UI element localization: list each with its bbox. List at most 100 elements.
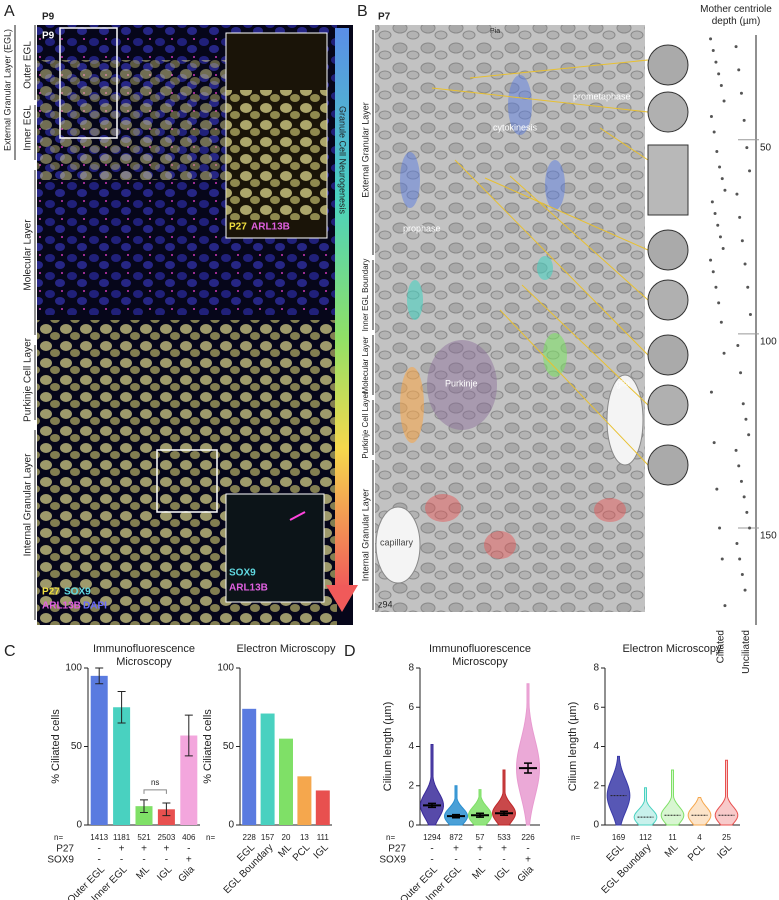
y-axis-label: Cilium length (µm) bbox=[382, 702, 394, 791]
n-value: 111 bbox=[317, 833, 330, 842]
y-tick-label: 4 bbox=[408, 741, 414, 752]
capillary bbox=[606, 374, 644, 466]
swarm bbox=[443, 785, 469, 826]
cell-overlay bbox=[508, 75, 532, 135]
phase-label: prometaphase bbox=[573, 91, 631, 101]
bar bbox=[315, 790, 330, 825]
depth-point bbox=[709, 258, 713, 262]
depth-point bbox=[723, 604, 727, 608]
error-bar bbox=[428, 802, 436, 809]
panel-label: D bbox=[344, 643, 356, 660]
depth-point bbox=[714, 285, 718, 289]
zoom-circle bbox=[647, 279, 689, 321]
connector bbox=[484, 177, 649, 251]
depth-point bbox=[713, 212, 717, 216]
depth-point bbox=[721, 246, 725, 250]
n-value: 226 bbox=[521, 833, 535, 842]
depth-point bbox=[738, 557, 742, 561]
depth-point bbox=[722, 351, 726, 355]
depth-point bbox=[719, 83, 723, 87]
error-bar bbox=[500, 810, 508, 816]
zoom-box bbox=[647, 144, 689, 216]
n-value: 169 bbox=[612, 833, 626, 842]
y-tick-label: 0 bbox=[408, 820, 414, 831]
stage: P7 bbox=[378, 12, 391, 23]
y-axis-label: % Ciliated cells bbox=[202, 709, 214, 784]
factor-name: SOX9 bbox=[47, 855, 74, 866]
factor-value: + bbox=[186, 855, 192, 866]
bar bbox=[90, 675, 108, 825]
y-tick-label: 150 bbox=[760, 531, 777, 542]
micrograph-region bbox=[37, 60, 227, 180]
zoom-circle bbox=[647, 384, 689, 426]
connector bbox=[599, 127, 649, 161]
y-tick-label: 0 bbox=[593, 820, 599, 831]
factor-value: + bbox=[525, 855, 531, 866]
depth-point bbox=[715, 149, 719, 153]
depth-point bbox=[720, 557, 724, 561]
chart-title: Mother centriole depth (µm) bbox=[700, 4, 772, 27]
inset bbox=[225, 493, 325, 603]
cell-overlay bbox=[594, 498, 626, 522]
factor-value: - bbox=[165, 855, 168, 866]
violin bbox=[687, 797, 712, 826]
legend-stain: ARL13B bbox=[42, 601, 81, 612]
bar bbox=[180, 735, 198, 825]
factor-value: - bbox=[120, 855, 123, 866]
zoom-circle bbox=[647, 91, 689, 133]
cell-overlay bbox=[400, 367, 424, 443]
swarm bbox=[515, 683, 541, 826]
x-tick-label: ML bbox=[470, 864, 488, 882]
factor-value: + bbox=[119, 844, 125, 855]
cilium bbox=[289, 511, 306, 521]
factor-value: + bbox=[501, 844, 507, 855]
depth-point bbox=[718, 526, 722, 530]
cell-overlay bbox=[484, 531, 516, 559]
x-tick-label: PCL bbox=[291, 842, 313, 864]
swarm bbox=[492, 769, 516, 826]
depth-point bbox=[714, 60, 718, 64]
legend-stain: P27 bbox=[229, 222, 247, 233]
violin bbox=[606, 755, 631, 826]
violin bbox=[660, 769, 685, 826]
x-tick-label: IGL bbox=[493, 864, 512, 883]
significance-label: ns bbox=[151, 778, 159, 787]
n-value: 25 bbox=[722, 833, 731, 842]
depth-point bbox=[740, 239, 744, 243]
y-tick-label: 0 bbox=[76, 820, 82, 831]
factor-name: P27 bbox=[388, 844, 406, 855]
chart-title: Immunofluorescence Microscopy bbox=[92, 643, 196, 668]
connector bbox=[469, 59, 649, 79]
n-value: 2503 bbox=[158, 833, 176, 842]
bar bbox=[297, 776, 312, 825]
depth-point bbox=[711, 270, 715, 274]
legend-stain: DAPI bbox=[83, 601, 107, 612]
error-bar bbox=[117, 691, 126, 724]
depth-point bbox=[712, 441, 716, 445]
y-tick-label: 50 bbox=[760, 142, 772, 153]
zoom-box bbox=[59, 27, 118, 139]
error-bar bbox=[95, 667, 104, 685]
n-value: 157 bbox=[261, 833, 275, 842]
cell-overlay bbox=[425, 494, 461, 522]
zoom-circle bbox=[647, 229, 689, 271]
cell-overlay bbox=[537, 256, 553, 280]
zoom-circle bbox=[647, 444, 689, 486]
factor-value: - bbox=[478, 855, 481, 866]
depth-point bbox=[710, 200, 714, 204]
n-value: 11 bbox=[668, 833, 677, 842]
chart-title: Electron Microscopy bbox=[622, 643, 722, 655]
panel-label: C bbox=[4, 643, 16, 660]
depth-point bbox=[719, 320, 723, 324]
significance-bracket bbox=[143, 789, 167, 794]
section-label: z94 bbox=[378, 599, 393, 609]
n-value: 4 bbox=[697, 833, 702, 842]
zoom-circle bbox=[647, 334, 689, 376]
n-value: 533 bbox=[497, 833, 511, 842]
depth-point bbox=[746, 285, 750, 289]
cell-overlay bbox=[545, 160, 565, 210]
factor-value: - bbox=[454, 855, 457, 866]
factor-value: + bbox=[163, 844, 169, 855]
depth-point bbox=[738, 215, 742, 219]
y-tick-label: 6 bbox=[593, 702, 599, 713]
